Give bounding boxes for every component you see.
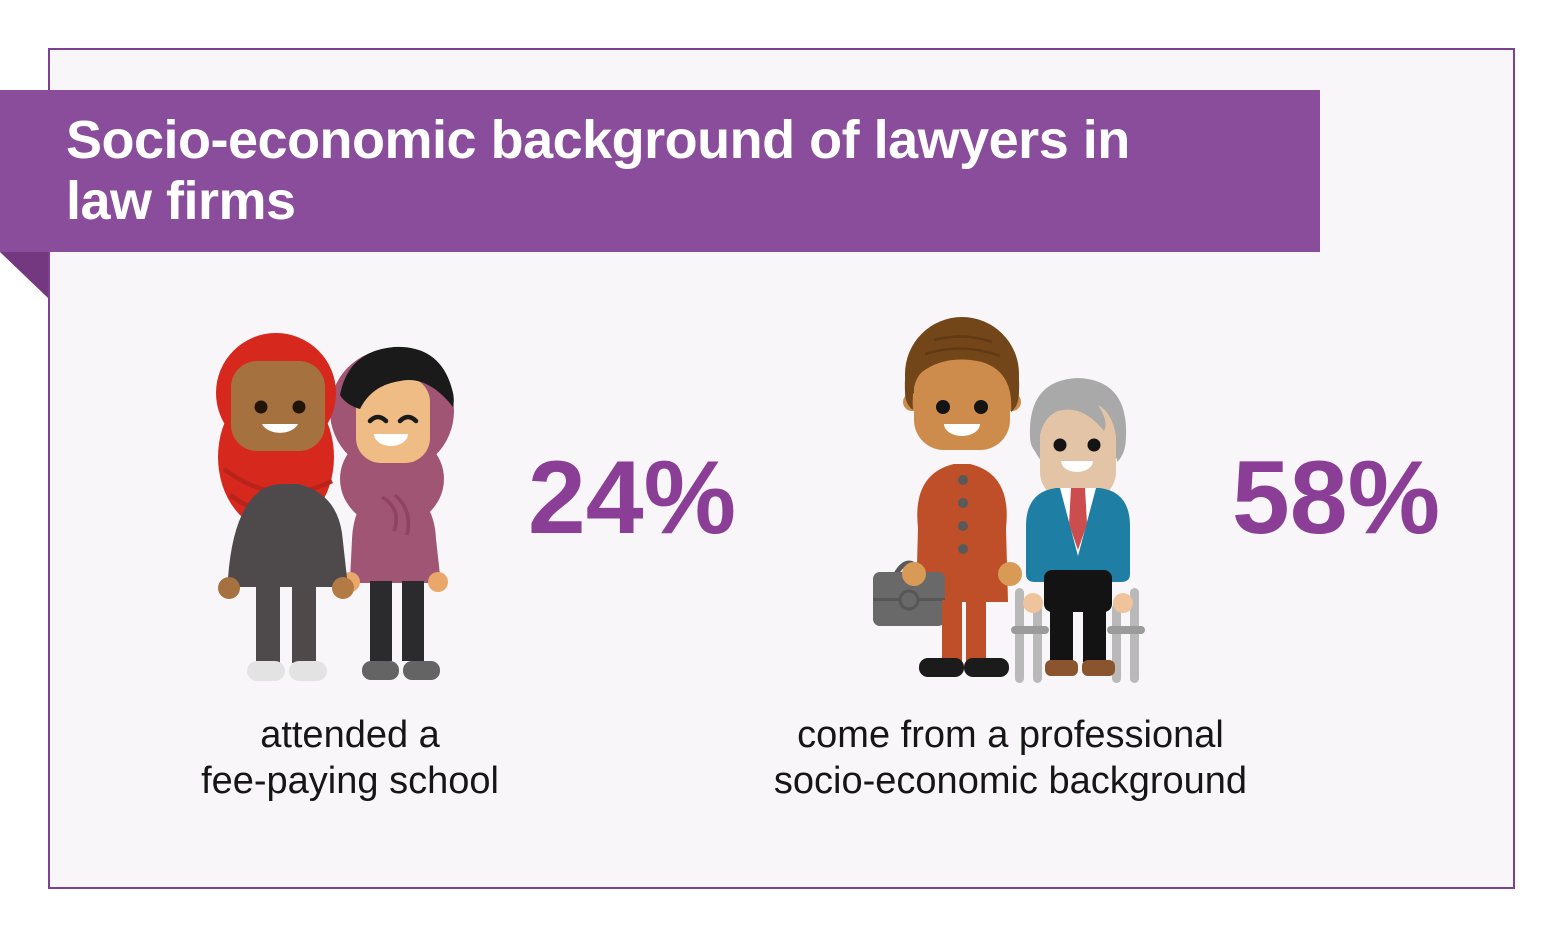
- stat-caption-professional-background: come from a professional socio-economic …: [683, 712, 1338, 805]
- page-title: Socio-economic background of lawyers in …: [0, 110, 1130, 232]
- person-hijab: [216, 333, 354, 681]
- stat-value-fee-paying: 24%: [527, 440, 737, 556]
- title-banner: Socio-economic background of lawyers in …: [0, 90, 1320, 252]
- caption-line: attended a: [260, 714, 440, 756]
- person-professional: [873, 317, 1022, 677]
- person-wheelchair-user: [1023, 378, 1133, 676]
- title-line-2: law firms: [66, 171, 296, 231]
- wheelchair-icon: [1011, 588, 1145, 683]
- stat-caption-fee-paying: attended a fee-paying school: [128, 712, 572, 805]
- stat-value-professional-background: 58%: [1231, 440, 1441, 556]
- two-young-people-icon: [216, 333, 454, 681]
- caption-line: socio-economic background: [773, 760, 1248, 803]
- title-line-1: Socio-economic background of lawyers in: [66, 109, 1130, 170]
- banner-fold-triangle: [0, 252, 48, 298]
- professional-with-briefcase-and-wheelchair-user-icon: [873, 317, 1145, 683]
- caption-line: come from a professional: [797, 714, 1224, 756]
- person-hoodie: [330, 346, 454, 680]
- caption-line: fee-paying school: [201, 760, 499, 803]
